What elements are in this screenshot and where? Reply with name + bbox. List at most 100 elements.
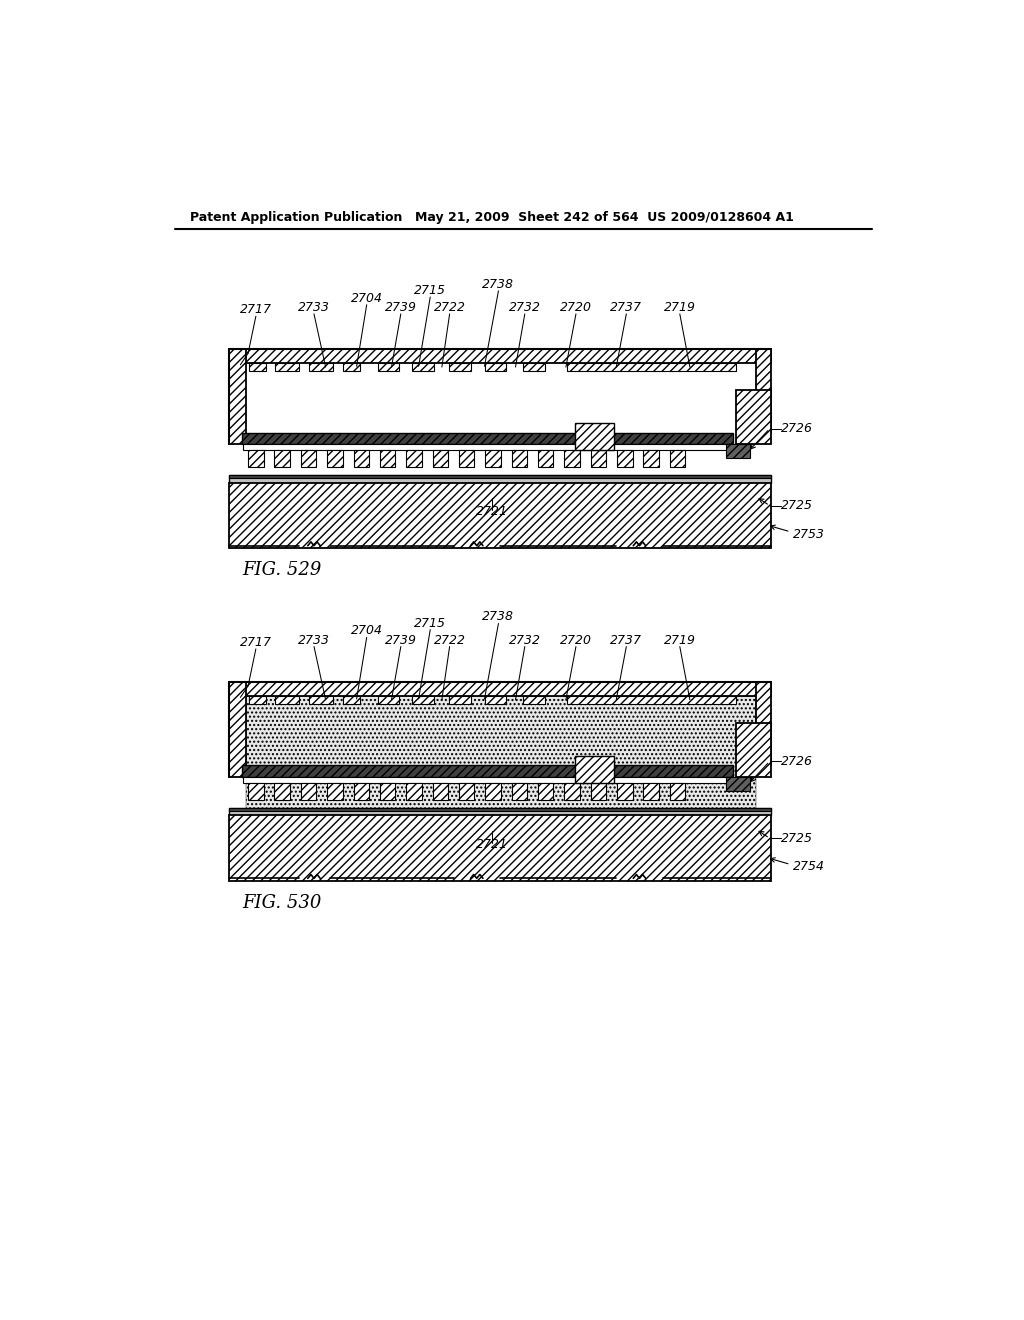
Bar [228, 350, 771, 363]
Bar [523, 696, 545, 704]
Bar [343, 696, 359, 704]
Bar [249, 696, 266, 704]
Text: Patent Application Publication: Patent Application Publication [190, 211, 402, 224]
Bar [484, 696, 506, 704]
Bar [343, 363, 359, 371]
Bar [538, 783, 554, 800]
Text: 2721: 2721 [476, 506, 508, 519]
Text: 2733: 2733 [298, 301, 330, 314]
Bar [228, 350, 246, 444]
Bar [228, 475, 771, 483]
Text: 2704: 2704 [350, 292, 383, 305]
Bar [449, 696, 471, 704]
Bar [274, 450, 290, 467]
Text: 2733: 2733 [298, 634, 330, 647]
Bar [575, 756, 614, 783]
Bar [242, 433, 732, 444]
Bar [756, 350, 771, 433]
Bar [617, 450, 633, 467]
Text: 2739: 2739 [385, 301, 417, 314]
Bar [643, 450, 658, 467]
Bar [575, 424, 614, 450]
Bar [249, 363, 266, 371]
Text: 2725: 2725 [780, 832, 813, 845]
Bar [413, 696, 434, 704]
Bar [591, 783, 606, 800]
Bar [736, 391, 771, 444]
Bar [567, 696, 736, 704]
Bar [378, 363, 399, 371]
Text: 2721: 2721 [476, 838, 508, 851]
Bar [407, 783, 422, 800]
Bar [726, 444, 750, 458]
Bar [353, 450, 369, 467]
Text: 2715: 2715 [415, 616, 446, 630]
Bar [244, 776, 731, 783]
Bar [242, 766, 732, 776]
Bar [432, 783, 449, 800]
Text: 2715: 2715 [415, 284, 446, 297]
Bar [407, 450, 422, 467]
Bar [736, 723, 756, 776]
Bar [353, 783, 369, 800]
Bar [538, 450, 554, 467]
Bar [380, 450, 395, 467]
Bar [380, 783, 395, 800]
Bar [248, 783, 263, 800]
Bar [726, 776, 750, 791]
Text: 2704: 2704 [350, 624, 383, 638]
Bar [449, 363, 471, 371]
Bar [512, 450, 527, 467]
Bar [432, 450, 449, 467]
Bar [736, 723, 771, 776]
Bar [228, 808, 771, 810]
Bar [378, 696, 399, 704]
Bar [328, 450, 343, 467]
Text: 2717: 2717 [240, 636, 272, 649]
Bar [228, 808, 771, 816]
Bar [756, 682, 771, 766]
Bar [523, 363, 545, 371]
Bar [617, 783, 633, 800]
Text: 2753: 2753 [793, 528, 825, 541]
Bar [301, 783, 316, 800]
Text: 2737: 2737 [610, 634, 642, 647]
Bar [228, 682, 771, 696]
Text: 2754: 2754 [793, 861, 825, 874]
Bar [567, 363, 736, 371]
Bar [643, 783, 658, 800]
Bar [309, 363, 333, 371]
Text: 2732: 2732 [509, 634, 541, 647]
Text: 2725: 2725 [780, 499, 813, 512]
Bar [301, 450, 316, 467]
Bar [309, 696, 333, 704]
Bar [228, 816, 771, 880]
Bar [246, 696, 756, 818]
Text: 2739: 2739 [385, 634, 417, 647]
Bar [248, 450, 263, 467]
Text: 2726: 2726 [780, 755, 813, 768]
Bar [564, 783, 580, 800]
Text: May 21, 2009  Sheet 242 of 564  US 2009/0128604 A1: May 21, 2009 Sheet 242 of 564 US 2009/01… [415, 211, 794, 224]
Text: 2720: 2720 [560, 634, 592, 647]
Text: 2717: 2717 [240, 304, 272, 317]
Bar [485, 450, 501, 467]
Bar [670, 450, 685, 467]
Bar [512, 783, 527, 800]
Bar [275, 363, 299, 371]
Bar [459, 783, 474, 800]
Bar [328, 783, 343, 800]
Bar [228, 682, 246, 776]
Bar [459, 450, 474, 467]
Text: 2737: 2737 [610, 301, 642, 314]
Text: FIG. 529: FIG. 529 [243, 561, 323, 579]
Text: 2726: 2726 [780, 422, 813, 436]
Bar [275, 696, 299, 704]
Bar [564, 450, 580, 467]
Bar [228, 483, 771, 548]
Bar [670, 783, 685, 800]
Bar [244, 444, 731, 450]
Text: 2738: 2738 [482, 610, 514, 623]
Text: FIG. 530: FIG. 530 [243, 894, 323, 912]
Text: 2732: 2732 [509, 301, 541, 314]
